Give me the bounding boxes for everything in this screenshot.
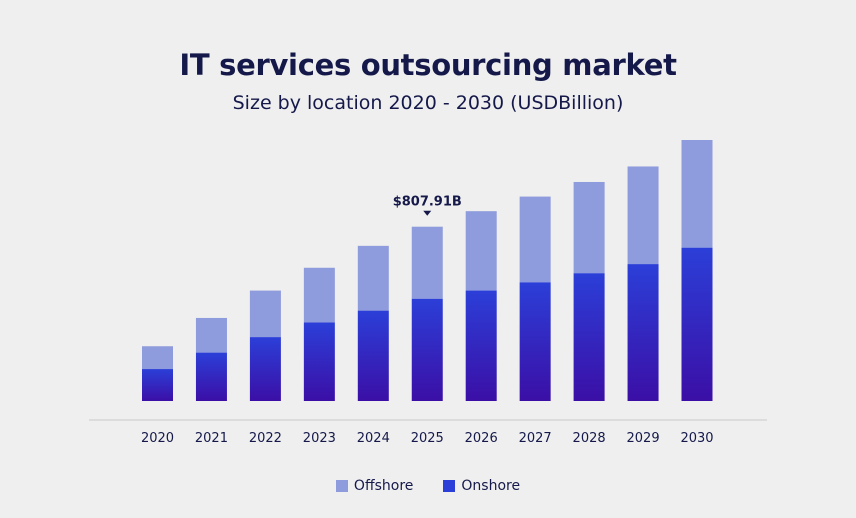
bar-onshore-2025: [411, 298, 443, 401]
legend-label-offshore: Offshore: [353, 478, 414, 494]
x-tick-label-2030: 2030: [680, 431, 713, 446]
bar-onshore-2024: [357, 310, 389, 401]
legend-item-onshore: Onshore: [443, 478, 520, 494]
legend-label-onshore: Onshore: [461, 478, 521, 494]
bar-offshore-2025: [411, 226, 443, 299]
x-ticks-group: 2020 2021 2022 2023 2024 2025 2026 2027 2028 2029…: [141, 431, 714, 446]
x-tick-label-2028: 2028: [573, 431, 606, 446]
annotations-group: $807.91B: [393, 195, 462, 216]
x-tick-label-2025: 2025: [411, 431, 444, 446]
bar-onshore-2029: [627, 264, 659, 401]
bar-offshore-2021: [195, 317, 227, 353]
legend-item-offshore: Offshore: [335, 478, 414, 494]
bar-offshore-2028: [573, 181, 605, 274]
bar-onshore-2028: [573, 273, 605, 401]
bar-onshore-2027: [519, 282, 551, 401]
x-tick-label-2023: 2023: [303, 431, 336, 446]
legend-swatch-onshore: [443, 480, 456, 492]
bar-offshore-2022: [249, 290, 281, 338]
x-tick-label-2029: 2029: [627, 431, 660, 446]
bar-offshore-2023: [303, 267, 335, 323]
annotation-label-2025: $807.91B: [393, 195, 462, 210]
bar-offshore-2020: [142, 346, 173, 370]
x-tick-label-2024: 2024: [357, 431, 390, 446]
x-tick-label-2021: 2021: [195, 431, 228, 446]
bar-onshore-2022: [249, 337, 281, 401]
legend: Offshore Onshore: [0, 478, 856, 494]
bar-onshore-2021: [195, 352, 227, 401]
x-tick-label-2020: 2020: [141, 431, 174, 446]
x-tick-label-2022: 2022: [249, 431, 282, 446]
bar-onshore-2026: [465, 290, 497, 401]
chart-title: IT services outsourcing market: [179, 48, 677, 82]
bar-onshore-2020: [142, 369, 173, 401]
bar-onshore-2030: [681, 247, 713, 401]
bar-offshore-2027: [519, 196, 551, 283]
bar-offshore-2026: [465, 211, 497, 291]
chart-subtitle: Size by location 2020 - 2030 (USDBillion…: [232, 92, 624, 114]
annotation-marker-2025: [423, 210, 432, 216]
bar-offshore-2029: [627, 166, 659, 265]
x-tick-label-2027: 2027: [519, 431, 552, 446]
bar-offshore-2030: [681, 140, 713, 248]
bars-group: [142, 140, 713, 401]
bar-offshore-2024: [357, 245, 389, 311]
x-tick-label-2026: 2026: [465, 431, 498, 446]
bar-onshore-2023: [303, 322, 335, 401]
legend-swatch-offshore: [335, 480, 348, 492]
